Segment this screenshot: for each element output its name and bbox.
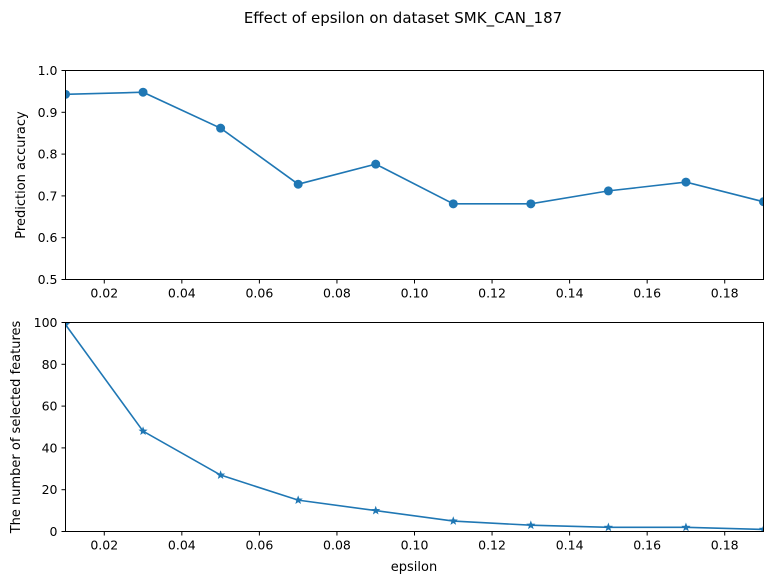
- features-series-line: [65, 324, 764, 531]
- accuracy-y-tick-label: 0.9: [38, 105, 58, 120]
- accuracy-x-tick-label: 0.08: [323, 286, 351, 301]
- accuracy-axis-ticks: 0.02 0.04 0.06 0.08 0.10 0.12 0.14 0.16 0.18 0.5 0…: [38, 63, 739, 301]
- accuracy-data-point: [371, 159, 381, 169]
- features-x-tick-label: 0.08: [323, 538, 351, 553]
- accuracy-data-point: [138, 87, 148, 97]
- accuracy-y-axis-label: Prediction accuracy: [14, 111, 29, 239]
- accuracy-x-tick-label: 0.16: [633, 286, 661, 301]
- accuracy-series-line: [65, 91, 764, 205]
- features-x-tick-label: 0.06: [245, 538, 273, 553]
- features-data-point: [526, 520, 536, 530]
- features-data-point: [681, 522, 691, 532]
- features-x-tick-label: 0.16: [633, 538, 661, 553]
- features-data-point: [603, 522, 613, 532]
- accuracy-data-point: [681, 177, 691, 187]
- features-x-tick-label: 0.04: [168, 538, 196, 553]
- accuracy-x-tick-label: 0.18: [711, 286, 739, 301]
- accuracy-y-tick-label: 0.8: [38, 147, 58, 162]
- features-x-axis-label: epsilon: [391, 560, 437, 575]
- features-data-point: [293, 495, 303, 505]
- accuracy-y-tick-label: 1.0: [38, 63, 58, 78]
- features-x-tick-label: 0.14: [556, 538, 584, 553]
- features-x-tick-label: 0.18: [711, 538, 739, 553]
- accuracy-data-point: [526, 199, 536, 209]
- accuracy-x-tick-label: 0.14: [556, 286, 584, 301]
- accuracy-y-tick-label: 0.5: [38, 272, 58, 287]
- accuracy-x-tick-label: 0.10: [401, 286, 429, 301]
- features-data-point: [65, 322, 71, 329]
- accuracy-series: [65, 87, 764, 209]
- features-series: [65, 322, 764, 532]
- features-x-tick-label: 0.10: [401, 538, 429, 553]
- features-axis-ticks: 0.02 0.04 0.06 0.08 0.10 0.12 0.14 0.16 0.18 0 20 4…: [34, 315, 739, 553]
- figure-title: Effect of epsilon on dataset SMK_CAN_187: [244, 9, 562, 28]
- features-data-point: [216, 470, 226, 479]
- features-y-tick-label: 100: [34, 315, 58, 330]
- accuracy-x-tick-label: 0.12: [478, 286, 506, 301]
- features-data-point: [371, 505, 381, 515]
- features-data-point: [448, 516, 458, 525]
- accuracy-subplot: 0.02 0.04 0.06 0.08 0.10 0.12 0.14 0.16 0.18 0.5 0…: [14, 63, 764, 301]
- features-y-tick-label: 20: [42, 482, 58, 497]
- features-plot-frame: [65, 322, 764, 532]
- features-y-tick-label: 0: [50, 524, 58, 539]
- accuracy-data-point: [759, 197, 764, 207]
- accuracy-x-tick-label: 0.02: [90, 286, 118, 301]
- accuracy-data-point: [293, 179, 303, 189]
- features-y-axis-label: The number of selected features: [9, 320, 24, 534]
- features-subplot: 0.02 0.04 0.06 0.08 0.10 0.12 0.14 0.16 0.18 0 20 4…: [9, 315, 764, 575]
- accuracy-y-tick-label: 0.6: [38, 230, 58, 245]
- accuracy-data-point: [603, 186, 613, 196]
- features-y-tick-label: 80: [42, 357, 58, 372]
- accuracy-data-point: [216, 123, 226, 133]
- accuracy-data-point: [65, 89, 70, 99]
- accuracy-data-point: [448, 199, 458, 209]
- accuracy-plot-frame: [65, 70, 764, 280]
- features-y-tick-label: 40: [42, 440, 58, 455]
- accuracy-x-tick-label: 0.06: [245, 286, 273, 301]
- accuracy-x-tick-label: 0.04: [168, 286, 196, 301]
- features-data-point: [138, 426, 148, 436]
- features-data-point: [758, 524, 764, 532]
- accuracy-y-tick-label: 0.7: [38, 188, 58, 203]
- features-x-tick-label: 0.12: [478, 538, 506, 553]
- features-x-tick-label: 0.02: [90, 538, 118, 553]
- features-y-tick-label: 60: [42, 399, 58, 414]
